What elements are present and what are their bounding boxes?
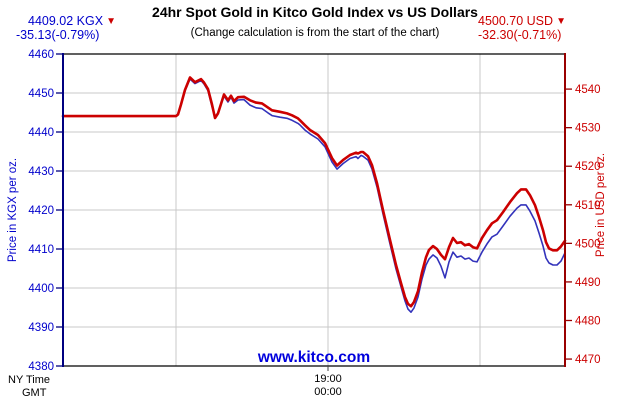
usd-quote-change: -32.30(-0.71%) — [478, 28, 562, 42]
kitco-watermark-link[interactable]: www.kitco.com — [257, 349, 371, 366]
right-axis-title: Price in USD per oz. — [595, 153, 607, 257]
right-tick-label: 4540 — [575, 84, 601, 96]
series-line-usd — [61, 76, 567, 308]
kgx-quote-value: 4409.02 KGX — [28, 14, 104, 28]
left-tick-label: 4410 — [28, 244, 54, 256]
time-tick-gmt: 00:00 — [314, 386, 342, 398]
left-tick-label: 4440 — [28, 127, 54, 139]
time-tick-ny: 19:00 — [314, 373, 342, 385]
left-tick-label: 4460 — [28, 49, 54, 61]
right-tick-label: 4490 — [575, 277, 601, 289]
series-line-kgx — [62, 78, 566, 314]
kgx-quote: 4409.02 KGX ▼ — [28, 14, 116, 28]
usd-down-arrow-icon: ▼ — [556, 16, 566, 27]
usd-quote-value: 4500.70 USD — [478, 14, 554, 28]
kgx-quote-change: -35.13(-0.79%) — [16, 28, 100, 42]
right-tick-label: 4510 — [575, 200, 601, 212]
right-tick-label: 4500 — [575, 238, 601, 250]
left-tick-label: 4450 — [28, 88, 54, 100]
chart-subtitle: (Change calculation is from the start of… — [190, 27, 440, 39]
kgx-down-arrow-icon: ▼ — [106, 16, 116, 27]
left-tick-label: 4430 — [28, 166, 54, 178]
left-tick-label: 4400 — [28, 283, 54, 295]
page-title: 24hr Spot Gold in Kitco Gold Index vs US… — [152, 4, 478, 20]
gmt-label: GMT — [22, 387, 47, 399]
left-tick-label: 4420 — [28, 205, 54, 217]
right-tick-label: 4470 — [575, 354, 601, 366]
right-tick-label: 4520 — [575, 161, 601, 173]
right-tick-label: 4480 — [575, 315, 601, 327]
ny-time-label: NY Time — [8, 374, 50, 386]
left-tick-label: 4390 — [28, 322, 54, 334]
left-axis-title: Price in KGX per oz. — [7, 158, 19, 262]
usd-quote: 4500.70 USD ▼ — [478, 14, 566, 28]
left-tick-label: 4380 — [28, 361, 54, 373]
right-tick-label: 4530 — [575, 123, 601, 135]
